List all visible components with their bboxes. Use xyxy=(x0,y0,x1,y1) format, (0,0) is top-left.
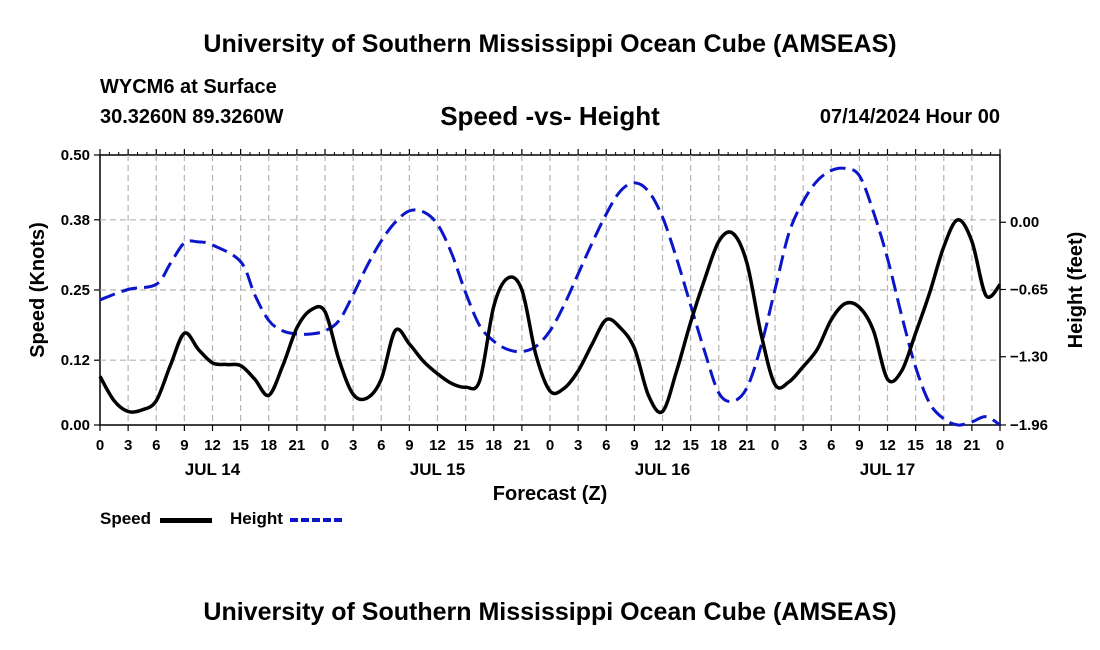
x-tick-label: 0 xyxy=(996,437,1004,454)
x-tick-label: 0 xyxy=(771,437,779,454)
x-tick-label: 18 xyxy=(710,437,727,454)
x-tick-label: 12 xyxy=(654,437,671,454)
y2-tick-label: −1.30 xyxy=(1010,349,1048,366)
x-tick-label: 9 xyxy=(180,437,188,454)
footer-title: University of Southern Mississippi Ocean… xyxy=(203,598,897,626)
y-tick-label: 0.00 xyxy=(61,417,90,434)
x-tick-label: 12 xyxy=(879,437,896,454)
date-label: JUL 15 xyxy=(410,460,465,479)
axis-layer: 0 3 6 9 12 15 18 21 0 3 6 9 12 15 18 21 0 3 6 9 12 15 18 21 0 3 6 9… xyxy=(61,147,1048,479)
x-tick-label: 9 xyxy=(405,437,413,454)
x-tick-label: 6 xyxy=(602,437,610,454)
legend-height-swatch xyxy=(290,518,342,522)
legend-height-label: Height xyxy=(230,509,283,528)
x-tick-label: 0 xyxy=(321,437,329,454)
x-tick-label: 21 xyxy=(289,437,306,454)
date-label: JUL 16 xyxy=(635,460,690,479)
legend-speed-label: Speed xyxy=(100,509,152,528)
series-line-height xyxy=(99,166,1001,427)
series-line-speed xyxy=(98,218,1002,415)
x-tick-label: 12 xyxy=(429,437,446,454)
x-tick-label: 12 xyxy=(204,437,221,454)
forecast-datetime: 07/14/2024 Hour 00 xyxy=(819,106,1000,128)
x-tick-label: 18 xyxy=(260,437,277,454)
date-label: JUL 17 xyxy=(860,460,915,479)
coordinates-label: 30.3260N 89.3260W xyxy=(100,106,284,128)
y-tick-label: 0.50 xyxy=(61,147,90,164)
y-axis-label: Speed (Knots) xyxy=(27,222,49,358)
x-tick-label: 0 xyxy=(546,437,554,454)
x-tick-label: 3 xyxy=(349,437,357,454)
x-tick-label: 6 xyxy=(152,437,160,454)
x-tick-label: 3 xyxy=(574,437,582,454)
x-tick-label: 0 xyxy=(96,437,104,454)
x-tick-label: 3 xyxy=(799,437,807,454)
x-tick-label: 21 xyxy=(514,437,531,454)
x-tick-label: 18 xyxy=(485,437,502,454)
x-tick-label: 6 xyxy=(377,437,385,454)
y-tick-label: 0.25 xyxy=(61,282,90,299)
x-tick-label: 15 xyxy=(907,437,924,454)
station-label: WYCM6 at Surface xyxy=(100,76,277,98)
y2-axis-label: Height (feet) xyxy=(1065,232,1087,349)
chart-title: University of Southern Mississippi Ocean… xyxy=(203,30,897,58)
x-tick-label: 15 xyxy=(682,437,699,454)
x-tick-label: 6 xyxy=(827,437,835,454)
y2-tick-label: −0.65 xyxy=(1010,281,1048,298)
series-layer xyxy=(98,166,1002,427)
x-tick-label: 21 xyxy=(964,437,981,454)
x-tick-label: 3 xyxy=(124,437,132,454)
x-tick-label: 15 xyxy=(457,437,474,454)
legend-speed-swatch xyxy=(160,518,212,523)
y2-tick-label: −1.96 xyxy=(1010,417,1048,434)
y-tick-label: 0.12 xyxy=(61,352,90,369)
chart-subtitle: Speed -vs- Height xyxy=(440,101,660,131)
x-axis-label: Forecast (Z) xyxy=(493,483,607,505)
x-tick-label: 9 xyxy=(855,437,863,454)
date-label: JUL 14 xyxy=(185,460,241,479)
x-tick-label: 9 xyxy=(630,437,638,454)
x-tick-label: 21 xyxy=(739,437,756,454)
grid-layer xyxy=(100,155,1000,425)
y2-tick-label: 0.00 xyxy=(1010,214,1039,231)
y-tick-label: 0.38 xyxy=(61,212,90,229)
x-tick-label: 15 xyxy=(232,437,249,454)
x-tick-label: 18 xyxy=(935,437,952,454)
